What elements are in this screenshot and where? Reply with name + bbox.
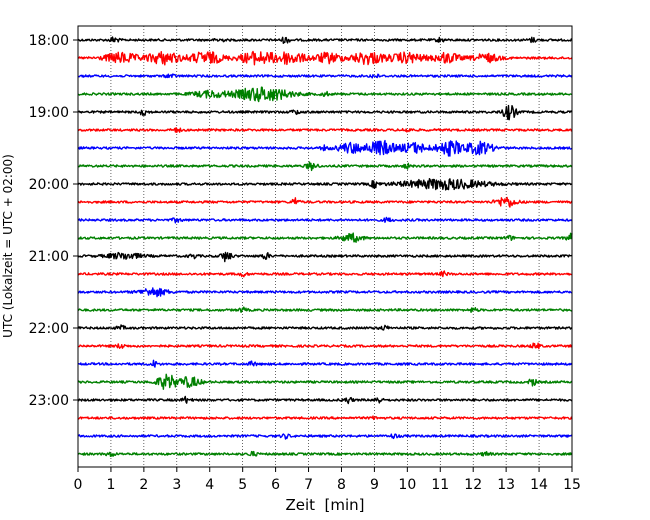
x-axis-ticks: 0 1 2 3 4 5 6 7 8 9 10 11 12 13 14 15: [74, 467, 581, 493]
trace-line: [77, 342, 573, 350]
trace-line: [77, 251, 573, 263]
x-axis-label: Zeit [min]: [285, 496, 364, 514]
x-tick-label: 1: [106, 477, 115, 493]
y-axis-ticks: 18:00 19:00 20:00 21:00 22:00 23:00: [29, 33, 78, 409]
x-tick-label: 5: [238, 477, 247, 493]
x-tick-label: 14: [530, 477, 548, 493]
trace-line: [77, 161, 573, 172]
y-tick-label: 19:00: [29, 105, 69, 121]
y-axis-label: UTC (Lokalzeit = UTC + 02:00): [1, 154, 15, 338]
x-tick-label: 9: [370, 477, 379, 493]
y-tick-label: 21:00: [29, 249, 69, 265]
x-tick-label: 13: [497, 477, 515, 493]
trace-line: [77, 450, 573, 457]
trace-line: [77, 433, 573, 440]
trace-line: [77, 196, 573, 208]
x-tick-label: 2: [139, 477, 148, 493]
trace-line: [77, 287, 573, 298]
x-tick-label: 11: [431, 477, 449, 493]
y-tick-label: 22:00: [29, 321, 69, 337]
trace-line: [77, 373, 573, 390]
x-tick-label: 4: [205, 477, 214, 493]
trace-line: [77, 127, 573, 133]
trace-line: [77, 50, 573, 66]
trace-line: [77, 104, 573, 121]
trace-line: [77, 415, 573, 421]
x-tick-label: 15: [563, 477, 581, 493]
trace-line: [78, 306, 573, 313]
trace-line: [77, 359, 573, 368]
plot-frame: [77, 25, 573, 468]
x-tick-label: 3: [172, 477, 181, 493]
y-tick-label: 20:00: [29, 177, 69, 193]
x-tick-label: 6: [271, 477, 280, 493]
trace-line: [77, 395, 573, 405]
trace-line: [77, 73, 573, 79]
x-tick-label: 8: [337, 477, 346, 493]
y-tick-label: 18:00: [29, 33, 69, 49]
trace-line: [77, 86, 573, 103]
x-tick-label: 12: [464, 477, 482, 493]
x-tick-label: 10: [398, 477, 416, 493]
trace-line: [77, 324, 573, 331]
y-tick-label: 23:00: [29, 393, 69, 409]
trace-line: [77, 36, 573, 44]
trace-group: [77, 36, 573, 457]
x-tick-label: 7: [304, 477, 313, 493]
x-tick-label: 0: [74, 477, 83, 493]
trace-line: [77, 216, 573, 224]
trace-line: [77, 139, 573, 157]
trace-line: [77, 270, 573, 278]
trace-line: [77, 177, 573, 191]
trace-line: [77, 232, 573, 243]
